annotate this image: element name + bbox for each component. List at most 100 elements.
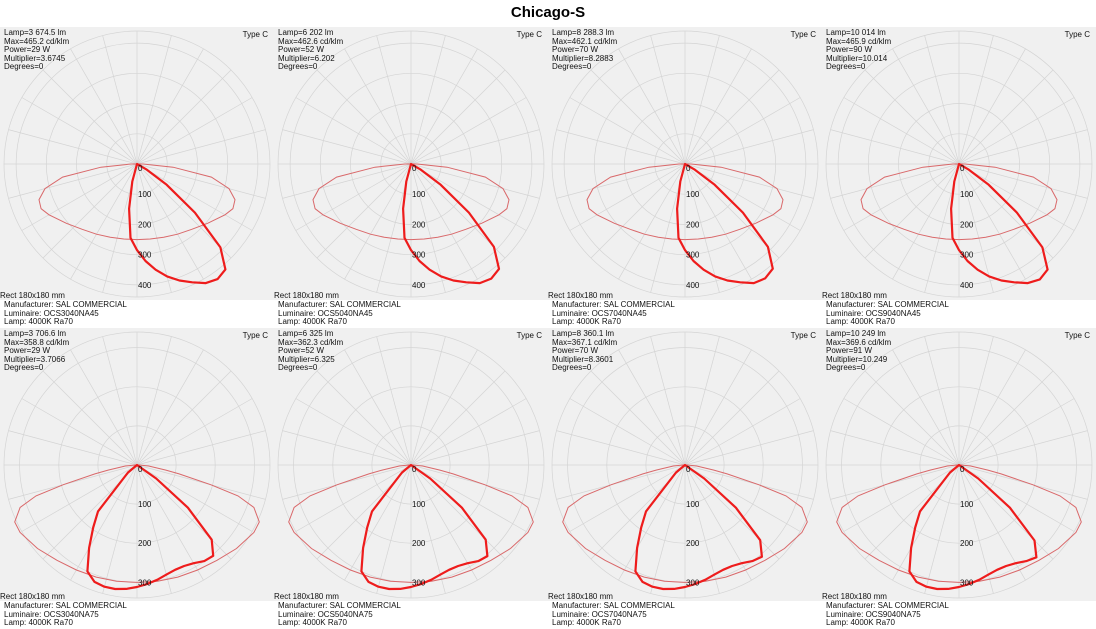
grid-radial [924, 464, 960, 594]
lamp-info-line: Degrees=0 [278, 363, 318, 373]
grid-radial [864, 163, 960, 259]
grid-radial [295, 398, 412, 466]
grid-radial [684, 35, 720, 165]
grid-radial [958, 69, 1054, 165]
lamp-info-line: Power=70 W [552, 346, 599, 356]
plot-area: 0 100 200 300 [548, 328, 822, 601]
luminaire-footer-line: Lamp: 4000K Ra70 [826, 317, 895, 327]
curve-c0-c180 [676, 162, 774, 285]
luminaire-footer-line: Luminaire: OCS5040NA75 [278, 609, 373, 619]
luminaire-footer: Manufacturer: SAL COMMERCIAL Luminaire: O… [826, 300, 949, 327]
grid-radial [410, 336, 446, 466]
grid-radial [410, 69, 506, 165]
grid-radial [316, 163, 412, 259]
tick-label: 0 [412, 465, 417, 474]
lamp-info-line: Multiplier=10.249 [826, 354, 888, 364]
lamp-info-line: Max=465.9 cd/klm [826, 36, 892, 46]
grid-radial [410, 464, 527, 532]
luminaire-footer-line: Luminaire: OCS3040NA75 [4, 609, 99, 619]
grid-radial [136, 69, 232, 165]
polar-chart-2: 0 100 200 300 400 Lamp=6 202 lm Max=462.6 cd/k… [274, 27, 548, 328]
grid-radial [136, 129, 266, 165]
lamp-info-line: Lamp=6 202 lm [278, 28, 334, 37]
rect-label: Rect 180x180 mm [0, 592, 65, 601]
tick-label: 300 [138, 251, 152, 260]
grid-radial [618, 464, 686, 581]
grid-radial [410, 398, 527, 466]
lamp-info-line: Power=90 W [826, 45, 873, 55]
grid-radial [958, 370, 1054, 466]
tick-label: 200 [686, 221, 700, 230]
curve-c0-c180 [360, 463, 489, 591]
luminaire-footer: Manufacturer: SAL COMMERCIAL Luminaire: O… [278, 300, 401, 327]
grid-radial [42, 370, 138, 466]
luminaire-footer: Manufacturer: SAL COMMERCIAL Luminaire: O… [552, 601, 675, 628]
grid-radial [8, 464, 138, 500]
grid-radial [344, 349, 412, 466]
lamp-info: Lamp=10 249 lm Max=369.6 cd/klm Power=91 W… [826, 329, 891, 373]
rect-label: Rect 180x180 mm [548, 592, 613, 601]
tick-label: 0 [138, 164, 143, 173]
grid-radial [136, 464, 204, 581]
rect-label: Rect 180x180 mm [274, 291, 339, 300]
grid-radial [958, 430, 1088, 466]
tick-label: 100 [138, 500, 152, 509]
grid-radial [684, 69, 780, 165]
luminaire-footer-line: Luminaire: OCS5040NA45 [278, 308, 373, 318]
tick-label: 100 [960, 190, 974, 199]
chart-title: Chicago-S [510, 4, 586, 21]
luminaire-footer-line: Lamp: 4000K Ra70 [552, 317, 621, 327]
rect-label: Rect 180x180 mm [548, 291, 613, 300]
grid-radial [684, 398, 801, 466]
grid-radial [21, 97, 138, 165]
rect-label: Rect 180x180 mm [822, 592, 887, 601]
grid-radial [864, 370, 960, 466]
grid-radial [684, 464, 801, 532]
grid-radial [21, 464, 138, 532]
grid-radial [650, 464, 686, 594]
grid-radial [590, 370, 686, 466]
lamp-info-line: Max=367.1 cd/klm [552, 337, 618, 347]
grid-radial [316, 69, 412, 165]
grid-radial [892, 48, 960, 165]
luminaire-footer-line: Manufacturer: SAL COMMERCIAL [826, 601, 949, 610]
polar-svg: 0 100 200 300 [825, 331, 1093, 599]
grid-radial [8, 163, 138, 199]
grid-radial [410, 163, 540, 199]
grid-radial [102, 336, 138, 466]
grid-radial [410, 163, 446, 293]
tick-label: 100 [138, 190, 152, 199]
lamp-info-line: Max=462.6 cd/klm [278, 36, 344, 46]
grid-radial [684, 464, 752, 581]
grid-radial [376, 336, 412, 466]
luminaire-footer-line: Lamp: 4000K Ra70 [826, 618, 895, 628]
grid-radial [958, 97, 1075, 165]
luminaire-footer-line: Manufacturer: SAL COMMERCIAL [826, 300, 949, 309]
grid-radial [295, 97, 412, 165]
lamp-info: Lamp=8 288.3 lm Max=462.1 cd/klm Power=70 … [552, 28, 617, 72]
grid-radial [569, 464, 686, 532]
grid-radial [843, 464, 960, 532]
grid-radial [136, 464, 266, 500]
grid-radial [410, 349, 478, 466]
tick-label: 300 [138, 578, 152, 587]
grid-radial [102, 35, 138, 165]
grid-radial [282, 129, 412, 165]
lamp-info-line: Lamp=8 288.3 lm [552, 28, 615, 37]
grid-radial [410, 97, 527, 165]
luminaire-footer-line: Lamp: 4000K Ra70 [4, 317, 73, 327]
type-label: Type C [790, 331, 816, 340]
lamp-info-line: Lamp=3 674.5 lm [4, 28, 67, 37]
grid-radial [136, 35, 172, 165]
grid-radial [136, 464, 172, 594]
grid-radial [684, 370, 780, 466]
lamp-info: Lamp=10 014 lm Max=465.9 cd/klm Power=90 W… [826, 28, 892, 72]
grid-radial [569, 97, 686, 165]
grid-radial [684, 97, 801, 165]
tick-label: 200 [960, 539, 974, 548]
lamp-info-line: Degrees=0 [278, 62, 318, 72]
grid-radial [410, 464, 446, 594]
grid-radial [618, 163, 686, 280]
grid-radial [410, 129, 540, 165]
